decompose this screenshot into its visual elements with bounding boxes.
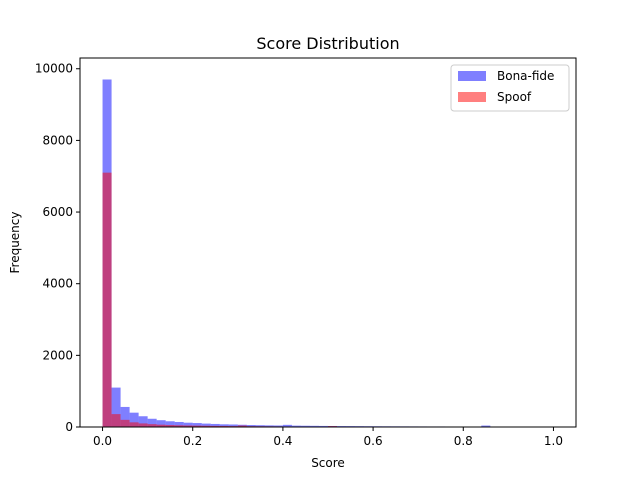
x-tick-label: 0.4 [273, 434, 292, 448]
chart-title: Score Distribution [256, 34, 399, 53]
bar-spoof [219, 425, 229, 427]
bar-bona-fide [147, 418, 157, 427]
bar-spoof [210, 425, 220, 427]
bar-bona-fide [246, 425, 256, 427]
bar-bona-fide [282, 424, 292, 427]
bar-bona-fide [219, 424, 229, 427]
bar-spoof [201, 425, 211, 427]
y-axis-ticks: 0 2000 4000 6000 8000 10000 [35, 62, 80, 434]
bar-spoof [156, 424, 166, 427]
y-tick-label: 10000 [35, 62, 73, 76]
bar-spoof [102, 172, 112, 427]
axes-frame [79, 57, 577, 428]
y-tick-label: 0 [65, 420, 73, 434]
bar-bona-fide [183, 422, 193, 427]
bar-bona-fide [165, 421, 175, 427]
legend: Bona-fide Spoof [450, 64, 570, 112]
legend-label-spoof: Spoof [497, 90, 532, 104]
bar-spoof [192, 425, 202, 427]
bar-spoof [138, 423, 148, 427]
bar-spoof [183, 425, 193, 427]
bar-spoof [174, 425, 184, 427]
bar-bona-fide [300, 425, 310, 427]
bar-bona-fide [210, 423, 220, 427]
x-tick-label: 0.8 [454, 434, 473, 448]
legend-label-bona-fide: Bona-fide [497, 69, 554, 83]
bar-bona-fide [291, 425, 301, 427]
x-tick-label: 1.0 [544, 434, 563, 448]
bar-bona-fide [201, 423, 211, 427]
y-tick-label: 8000 [42, 133, 73, 147]
bar-bona-fide [138, 416, 148, 427]
bar-spoof [120, 419, 130, 427]
x-tick-label: 0.0 [93, 434, 112, 448]
bar-bona-fide [111, 387, 121, 427]
bars-layer [102, 79, 500, 427]
bar-bona-fide [120, 406, 130, 427]
bar-bona-fide [273, 425, 283, 427]
bar-bona-fide [481, 425, 491, 427]
bar-bona-fide [174, 421, 184, 427]
bar-bona-fide [255, 425, 265, 427]
x-tick-label: 0.2 [183, 434, 202, 448]
y-tick-label: 6000 [42, 205, 73, 219]
x-tick-label: 0.6 [364, 434, 383, 448]
bar-bona-fide [309, 425, 319, 427]
y-tick-label: 4000 [42, 277, 73, 291]
x-axis-label: Score [311, 456, 345, 470]
bar-spoof [129, 422, 139, 427]
bar-bona-fide [192, 423, 202, 427]
x-axis-ticks: 0.0 0.2 0.4 0.6 0.8 1.0 [93, 427, 563, 448]
legend-swatch-spoof [458, 92, 486, 102]
y-axis-label: Frequency [8, 212, 22, 274]
bar-spoof [165, 425, 175, 427]
y-tick-label: 2000 [42, 348, 73, 362]
bar-bona-fide [228, 424, 238, 427]
bar-bona-fide [264, 425, 274, 427]
bar-bona-fide [156, 420, 166, 427]
bar-spoof [111, 414, 121, 427]
legend-swatch-bona-fide [458, 71, 486, 81]
bar-bona-fide [318, 425, 328, 427]
bar-spoof [237, 425, 247, 427]
bar-spoof [147, 424, 157, 427]
bar-bona-fide [129, 412, 139, 427]
